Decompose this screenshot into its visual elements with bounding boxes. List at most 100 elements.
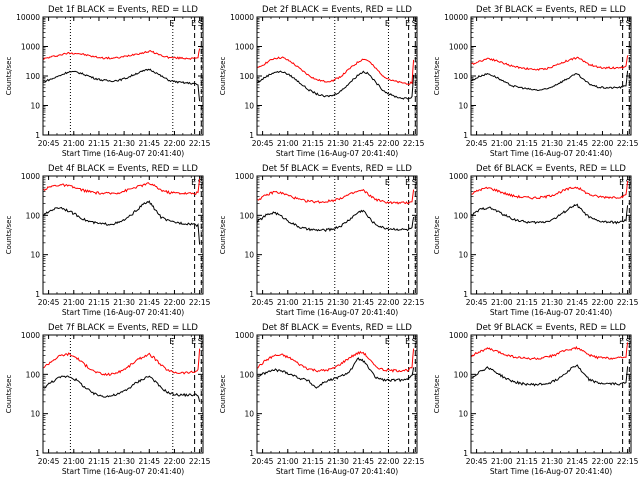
y-tick-label: 100 — [240, 72, 255, 81]
x-tick-label: 20:45 — [38, 457, 60, 466]
lld-series-line — [471, 180, 629, 200]
y-tick-label: 10 — [244, 410, 254, 419]
time-marker-label: E — [191, 178, 196, 187]
y-tick-label: 100 — [454, 72, 469, 81]
y-tick-label: 1000 — [235, 172, 254, 181]
plot-frame — [470, 334, 632, 454]
x-tick-label: 22:00 — [378, 139, 400, 148]
x-tick-label: 20:45 — [466, 139, 488, 148]
time-marker-label: S — [412, 178, 417, 187]
time-marker-label: S — [198, 337, 203, 346]
y-tick-label: 100 — [454, 370, 469, 379]
events-series-line — [471, 364, 629, 387]
y-tick-label: 100 — [240, 370, 255, 379]
x-tick-label: 21:45 — [352, 139, 374, 148]
y-tick-label: 10 — [458, 251, 468, 260]
detector-panel-3: Det 3f BLACK = Events, RED = LLD 1 10 100 10… — [433, 5, 639, 158]
panel-title: Det 8f BLACK = Events, RED = LLD — [262, 323, 412, 333]
x-tick-label: 22:15 — [617, 139, 639, 148]
y-tick-label: 100 — [26, 211, 41, 220]
x-tick-label: 21:45 — [138, 457, 160, 466]
y-tick-label: 1 — [463, 449, 468, 458]
x-tick-label: 21:30 — [113, 457, 135, 466]
x-tick-label: 21:45 — [566, 298, 588, 307]
plot-frame — [42, 175, 204, 295]
events-series-line — [43, 68, 201, 102]
x-tick-label: 22:00 — [592, 457, 614, 466]
events-series-line — [257, 357, 415, 389]
y-tick-label: 100 — [26, 72, 41, 81]
events-series-line — [257, 70, 415, 100]
events-series-line — [43, 375, 201, 402]
detector-panel-8: Det 8f BLACK = Events, RED = LLD 1 10 100 10… — [219, 323, 425, 476]
x-tick-label: 21:00 — [277, 139, 299, 148]
x-tick-label: 21:30 — [541, 298, 563, 307]
x-tick-label: 22:00 — [378, 457, 400, 466]
y-tick-label: 10 — [30, 410, 40, 419]
x-axis-label: Start Time (16-Aug-07 20:41:40) — [62, 467, 184, 476]
panel-title: Det 9f BLACK = Events, RED = LLD — [476, 323, 626, 333]
x-tick-label: 22:00 — [592, 298, 614, 307]
time-marker-label: S — [198, 178, 203, 187]
time-marker-label: S — [412, 19, 417, 28]
y-tick-label: 10 — [458, 410, 468, 419]
x-tick-label: 20:45 — [252, 457, 274, 466]
x-tick-label: 21:15 — [88, 298, 110, 307]
x-tick-label: 20:45 — [466, 298, 488, 307]
y-tick-label: 1 — [463, 131, 468, 140]
panel-title: Det 4f BLACK = Events, RED = LLD — [48, 164, 198, 174]
time-marker-label: E — [619, 19, 624, 28]
x-axis-label: Start Time (16-Aug-07 20:41:40) — [276, 467, 398, 476]
lld-series-line — [257, 188, 415, 205]
y-tick-label: 1000 — [21, 43, 40, 52]
y-tick-label: 10 — [244, 251, 254, 260]
time-marker-label: E — [169, 19, 174, 28]
lld-series-line — [43, 48, 201, 60]
y-tick-label: 1 — [249, 290, 254, 299]
x-axis-label: Start Time (16-Aug-07 20:41:40) — [276, 308, 398, 317]
plot-frame — [256, 334, 418, 454]
plot-frame — [470, 175, 632, 295]
x-tick-label: 21:00 — [63, 139, 85, 148]
x-tick-label: 21:00 — [277, 457, 299, 466]
detector-panel-9: Det 9f BLACK = Events, RED = LLD 1 10 100 10… — [433, 323, 639, 476]
x-tick-label: 21:30 — [113, 298, 135, 307]
detector-panel-2: Det 2f BLACK = Events, RED = LLD 1 10 100 10… — [219, 5, 425, 158]
y-tick-label: 10 — [30, 251, 40, 260]
y-tick-label: 1000 — [235, 43, 254, 52]
x-tick-label: 21:15 — [88, 457, 110, 466]
x-tick-label: 21:15 — [302, 457, 324, 466]
x-tick-label: 21:45 — [138, 298, 160, 307]
time-marker-label: S — [412, 337, 417, 346]
time-marker-label: E — [619, 337, 624, 346]
time-marker-label: S — [626, 178, 631, 187]
x-tick-label: 21:15 — [302, 298, 324, 307]
x-tick-label: 21:30 — [327, 457, 349, 466]
x-tick-label: 21:15 — [516, 298, 538, 307]
detector-panel-5: Det 5f BLACK = Events, RED = LLD 1 10 100 10… — [219, 164, 425, 317]
y-axis-label: Counts/sec — [219, 57, 227, 96]
x-axis-label: Start Time (16-Aug-07 20:41:40) — [276, 149, 398, 158]
time-marker-label: E — [619, 178, 624, 187]
y-tick-label: 1000 — [449, 172, 468, 181]
x-tick-label: 21:45 — [566, 139, 588, 148]
x-tick-label: 22:00 — [378, 298, 400, 307]
plot-frame — [42, 334, 204, 454]
time-marker-label: E — [385, 337, 390, 346]
time-marker-label: E — [191, 337, 196, 346]
events-series-line — [43, 200, 201, 245]
y-tick-label: 100 — [26, 370, 41, 379]
x-tick-label: 20:45 — [252, 298, 274, 307]
x-axis-label: Start Time (16-Aug-07 20:41:40) — [62, 149, 184, 158]
y-axis-label: Counts/sec — [433, 216, 441, 255]
y-axis-label: Counts/sec — [433, 375, 441, 414]
x-tick-label: 21:45 — [138, 139, 160, 148]
x-axis-label: Start Time (16-Aug-07 20:41:40) — [62, 308, 184, 317]
time-marker-label: S — [198, 19, 203, 28]
x-tick-label: 21:30 — [541, 457, 563, 466]
y-tick-label: 1 — [463, 290, 468, 299]
x-tick-label: 21:30 — [113, 139, 135, 148]
y-tick-label: 1000 — [21, 331, 40, 340]
detector-panel-1: Det 1f BLACK = Events, RED = LLD 1 10 100 10… — [5, 5, 211, 158]
